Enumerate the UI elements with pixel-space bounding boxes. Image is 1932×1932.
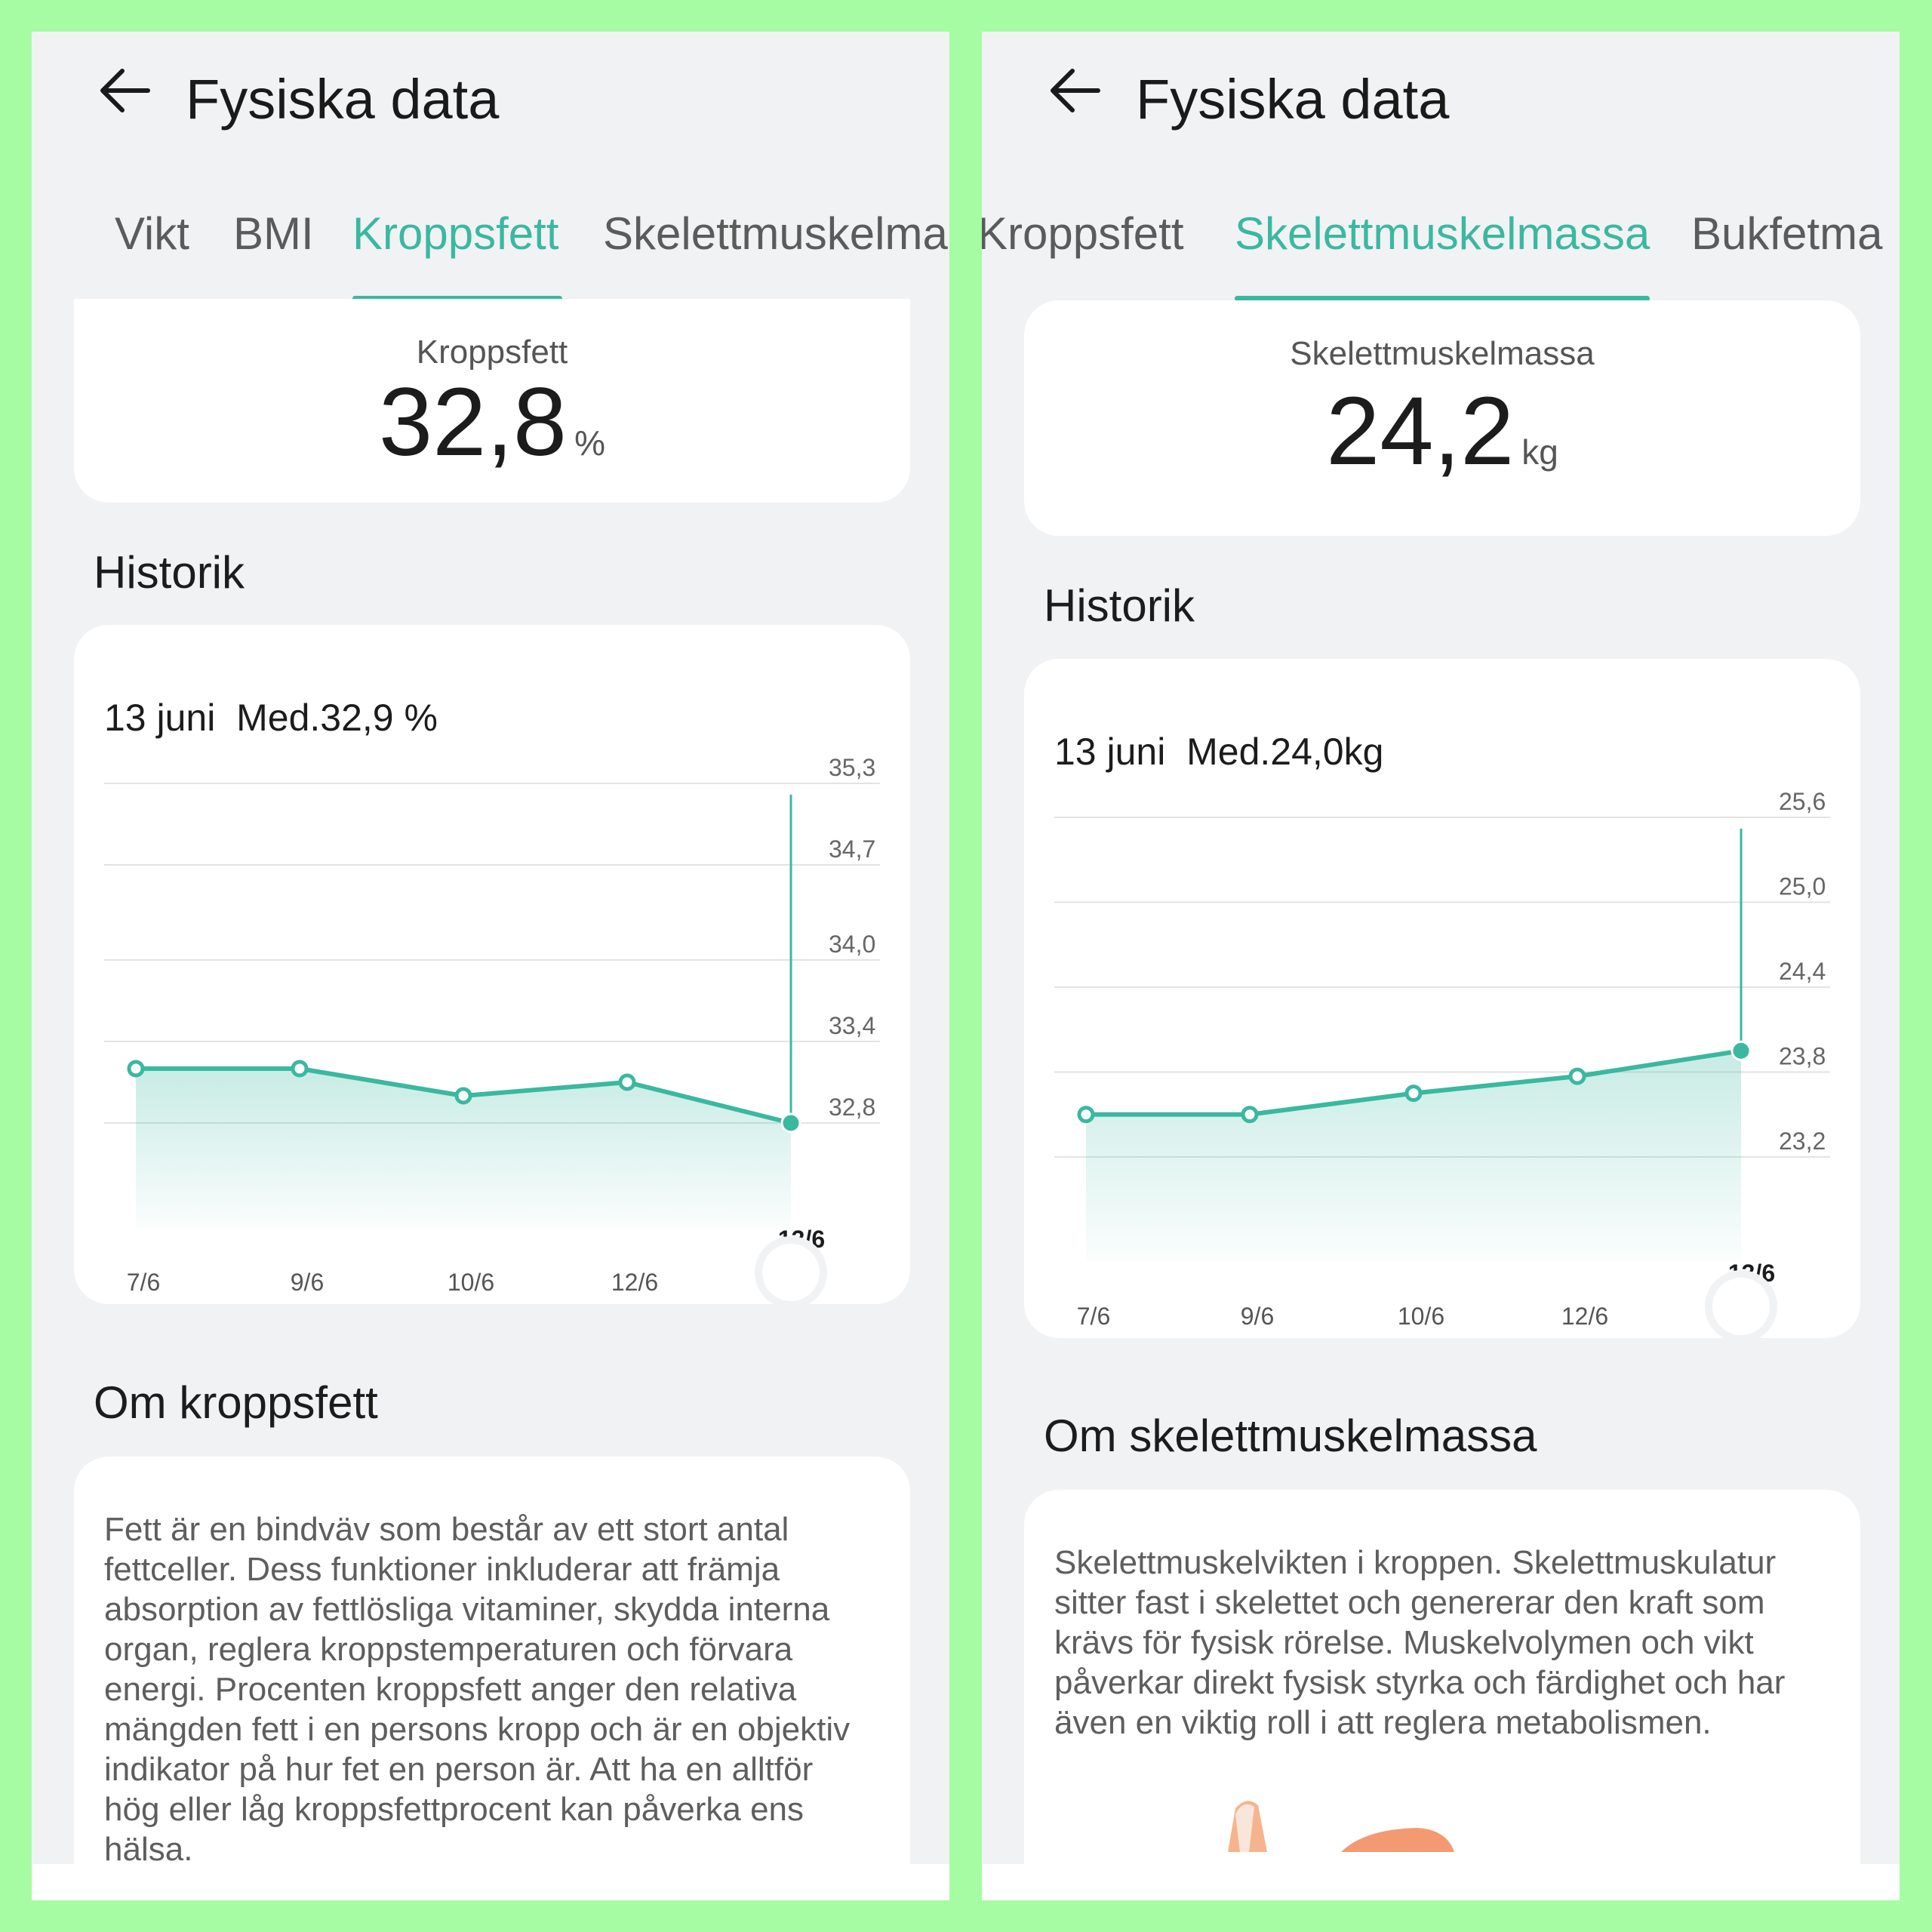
summary-label: Kroppsfett (416, 334, 568, 371)
history-selected-info: 13 juni Med.24,0kg (1054, 730, 1383, 774)
tab-vikt[interactable]: Vikt (115, 208, 189, 259)
back-arrow-icon[interactable] (1045, 60, 1106, 121)
bottom-bar (982, 1864, 1900, 1900)
y-tick-label: 23,8 (1779, 1043, 1826, 1070)
y-tick-label: 24,4 (1779, 958, 1826, 985)
about-title: Om kroppsfett (94, 1377, 378, 1428)
page-title: Fysiska data (186, 68, 500, 131)
x-label: 10/6 (1398, 1303, 1444, 1330)
y-tick-label: 33,4 (829, 1012, 875, 1039)
data-point (1241, 1106, 1259, 1124)
history-card: 13 juni Med.24,0kg 25,6 25,0 24,4 23,8 23,2 7… (1024, 659, 1860, 1338)
tab-bukfetma[interactable]: Bukfetma (1691, 208, 1883, 259)
selected-date: 13 juni (1054, 731, 1166, 773)
right-screen: Fysiska data Kroppsfett Skelettmuskelmas… (982, 32, 1900, 1900)
selected-value: Med.24,0kg (1186, 731, 1384, 773)
about-text: Fett är en bindväv som består av ett sto… (104, 1511, 851, 1868)
about-title: Om skelettmuskelmassa (1044, 1411, 1537, 1461)
summary-unit: % (574, 423, 606, 463)
summary-value: 24,2 kg (1024, 376, 1860, 487)
data-point-selected (780, 1112, 801, 1134)
x-label: 9/6 (291, 1269, 324, 1296)
metric-tabs: Vikt BMI Kroppsfett Skelettmuskelma (32, 207, 949, 312)
scrubber-handle[interactable] (762, 1244, 820, 1301)
history-selected-info: 13 juni Med.32,9 % (104, 696, 438, 740)
about-card: Skelettmuskelvikten i kroppen. Skelettmu… (1024, 1490, 1860, 1900)
history-chart[interactable]: 25,625,024,423,823,27/6 9/6 10/6 12/613/6 (1024, 659, 1860, 1338)
summary-label: Skelettmuskelmassa (1290, 335, 1595, 372)
series-area (136, 1069, 791, 1229)
back-arrow-icon[interactable] (95, 60, 155, 121)
page-title: Fysiska data (1136, 68, 1450, 131)
summary-card: Skelettmuskelmassa 24,2 kg (1024, 300, 1860, 536)
x-label: 10/6 (448, 1269, 494, 1296)
bottom-bar (32, 1864, 949, 1900)
tab-kroppsfett[interactable]: Kroppsfett (352, 208, 559, 259)
y-tick-label: 23,2 (1779, 1128, 1826, 1155)
y-tick-label: 35,3 (829, 754, 875, 781)
tab-kroppsfett[interactable]: Kroppsfett (982, 208, 1184, 259)
data-point (291, 1060, 309, 1078)
selected-value: Med.32,9 % (236, 697, 438, 739)
active-tab-indicator (1235, 296, 1650, 301)
data-point (1568, 1067, 1586, 1085)
history-title: Historik (94, 547, 245, 598)
y-tick-label: 34,0 (829, 931, 875, 958)
x-label: 12/6 (611, 1269, 658, 1296)
y-tick-label: 34,7 (829, 835, 875, 863)
data-point (618, 1073, 636, 1091)
x-label: 12/6 (1561, 1303, 1608, 1330)
left-screen: Fysiska data Vikt BMI Kroppsfett Skelett… (32, 32, 949, 1900)
history-chart[interactable]: 35,334,734,033,432,87/6 9/6 10/6 12/613/6 (74, 625, 910, 1304)
data-point-selected (1730, 1040, 1752, 1061)
summary-number: 32,8 (378, 368, 568, 476)
data-point (454, 1087, 472, 1105)
y-tick-label: 32,8 (829, 1094, 875, 1121)
x-label: 7/6 (1077, 1303, 1110, 1330)
summary-unit: kg (1521, 432, 1558, 472)
active-tab-indicator (352, 296, 562, 301)
about-card: Fett är en bindväv som består av ett sto… (74, 1457, 910, 1900)
about-text: Skelettmuskelvikten i kroppen. Skelettmu… (1054, 1544, 1786, 1741)
data-point (127, 1060, 145, 1078)
history-card: 13 juni Med.32,9 % 35,3 34,7 34,0 33,4 32,8 7… (74, 625, 910, 1304)
data-point (1404, 1084, 1423, 1103)
muscle-illustration (1228, 1801, 1454, 1852)
summary-card: Kroppsfett 32,8% (74, 299, 910, 503)
y-tick-label: 25,6 (1779, 788, 1826, 815)
app-header: Fysiska data (32, 32, 949, 183)
selected-date: 13 juni (104, 697, 216, 739)
scrubber-handle[interactable] (1712, 1278, 1770, 1335)
tab-skelettmuskelmassa[interactable]: Skelettmuskelma (603, 208, 948, 259)
x-label: 7/6 (127, 1269, 160, 1296)
metric-tabs: Kroppsfett Skelettmuskelmassa Bukfetma (982, 207, 1900, 312)
tab-bmi[interactable]: BMI (233, 208, 314, 259)
tab-skelettmuskelmassa[interactable]: Skelettmuskelmassa (1235, 208, 1651, 259)
y-tick-label: 25,0 (1779, 873, 1826, 900)
summary-value: 32,8% (74, 367, 910, 478)
data-point (1077, 1106, 1095, 1124)
x-label: 9/6 (1241, 1303, 1274, 1330)
app-header: Fysiska data (982, 32, 1900, 183)
history-title: Historik (1044, 580, 1195, 631)
summary-number: 24,2 (1326, 377, 1515, 485)
series-area (1086, 1051, 1741, 1263)
